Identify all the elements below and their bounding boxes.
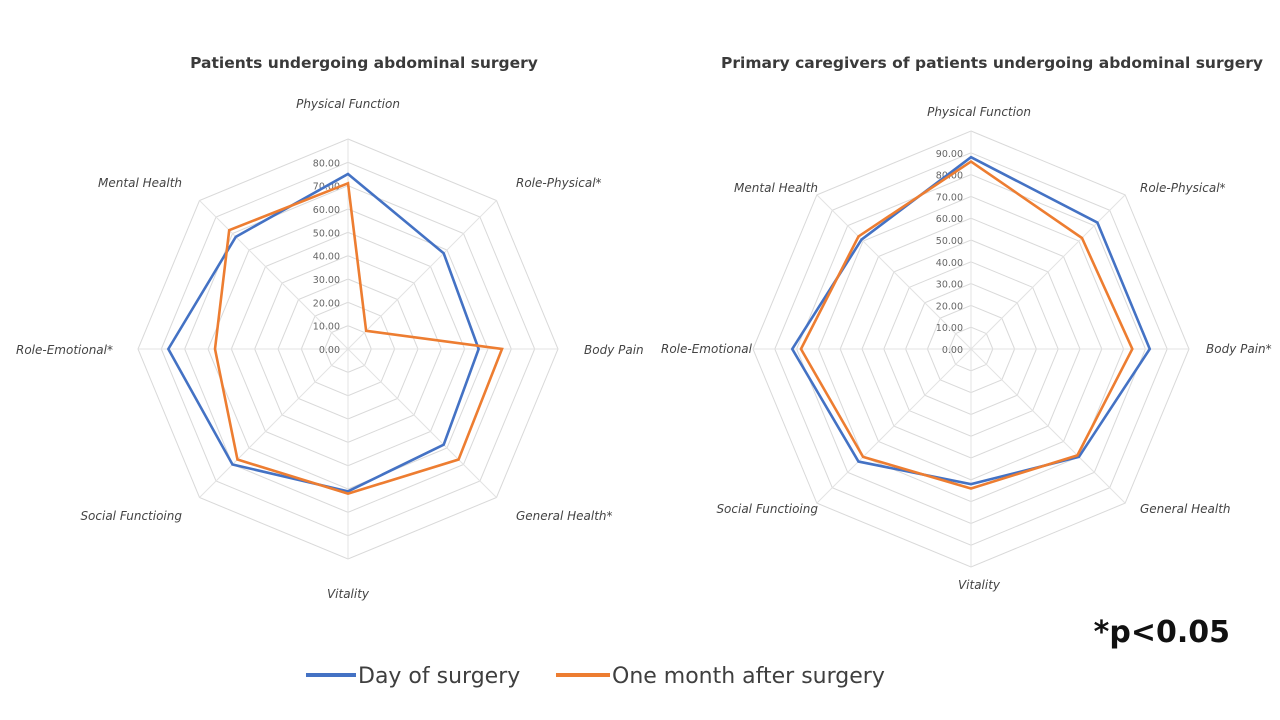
series-one-month-after — [799, 159, 1134, 490]
axis-label-role-physical: Role-Physical* — [516, 176, 602, 190]
grid-spoke — [816, 348, 972, 504]
tick-label: 60.00 — [936, 214, 963, 225]
tick-label: 10.00 — [936, 323, 963, 334]
radar-chart-caregivers: Primary caregivers of patients undergoin… — [661, 54, 1272, 592]
axis-label-social-functioning: Social Functioing — [80, 509, 182, 523]
grid-spoke — [970, 194, 1126, 350]
tick-label: 10.00 — [313, 322, 340, 333]
legend-label-day-of-surgery: Day of surgery — [358, 664, 520, 689]
legend-label-one-month-after: One month after surgery — [612, 664, 885, 689]
axis-label-role-emotional: Role-Emotional — [661, 342, 753, 356]
axis-labels-patients: Physical Function Role-Physical* Body Pa… — [16, 97, 644, 601]
tick-label: 50.00 — [313, 228, 340, 239]
tick-label: 40.00 — [936, 258, 963, 269]
axis-label-social-functioning: Social Functioing — [716, 502, 818, 516]
tick-label: 90.00 — [936, 149, 963, 160]
radar-ticks-caregivers: 0.0010.0020.0030.0040.0050.0060.0070.008… — [936, 149, 963, 356]
grid-spoke — [816, 194, 972, 350]
tick-label: 20.00 — [936, 301, 963, 312]
axis-label-general-health: General Health — [1140, 502, 1231, 516]
series-day-of-surgery — [166, 172, 481, 493]
tick-label: 40.00 — [313, 252, 340, 263]
chart-title-patients: Patients undergoing abdominal surgery — [190, 54, 538, 72]
axis-label-general-health: General Health* — [516, 509, 613, 523]
axis-labels-caregivers: Physical Function Role-Physical* Body Pa… — [661, 105, 1272, 592]
axis-label-vitality: Vitality — [327, 587, 370, 601]
series-one-month-after — [213, 181, 504, 496]
grid-spoke — [347, 348, 497, 498]
tick-label: 80.00 — [313, 158, 340, 169]
tick-label: 60.00 — [313, 205, 340, 216]
significance-note: *p<0.05 — [1094, 615, 1230, 650]
grid-spoke — [199, 200, 349, 350]
radar-chart-patients: Patients undergoing abdominal surgery 0.… — [16, 54, 644, 601]
chart-title-caregivers: Primary caregivers of patients undergoin… — [721, 54, 1263, 72]
tick-label: 0.00 — [319, 345, 340, 356]
grid-spoke — [347, 200, 497, 350]
axis-label-body-pain: Body Pain — [584, 343, 644, 357]
radar-series-patients — [166, 172, 504, 496]
tick-label: 70.00 — [936, 192, 963, 203]
tick-label: 30.00 — [936, 280, 963, 291]
axis-label-mental-health: Mental Health — [734, 181, 818, 195]
grid-spoke — [970, 348, 1126, 504]
tick-label: 0.00 — [942, 345, 963, 356]
radar-grid-patients — [137, 138, 559, 560]
tick-label: 50.00 — [936, 236, 963, 247]
grid-spoke — [199, 348, 349, 498]
legend-item-one-month-after: One month after surgery — [556, 664, 885, 689]
axis-label-vitality: Vitality — [958, 578, 1001, 592]
tick-label: 30.00 — [313, 275, 340, 286]
legend: Day of surgery One month after surgery — [306, 664, 885, 689]
radar-series-caregivers — [790, 155, 1152, 490]
axis-label-role-emotional: Role-Emotional* — [16, 343, 113, 357]
radar-grid-caregivers — [752, 130, 1190, 568]
axis-label-physical-function: Physical Function — [296, 97, 400, 111]
tick-label: 20.00 — [313, 298, 340, 309]
axis-label-body-pain: Body Pain* — [1206, 342, 1272, 356]
legend-item-day-of-surgery: Day of surgery — [306, 664, 520, 689]
axis-label-role-physical: Role-Physical* — [1140, 181, 1226, 195]
axis-label-mental-health: Mental Health — [98, 176, 182, 190]
axis-label-physical-function: Physical Function — [927, 105, 1031, 119]
